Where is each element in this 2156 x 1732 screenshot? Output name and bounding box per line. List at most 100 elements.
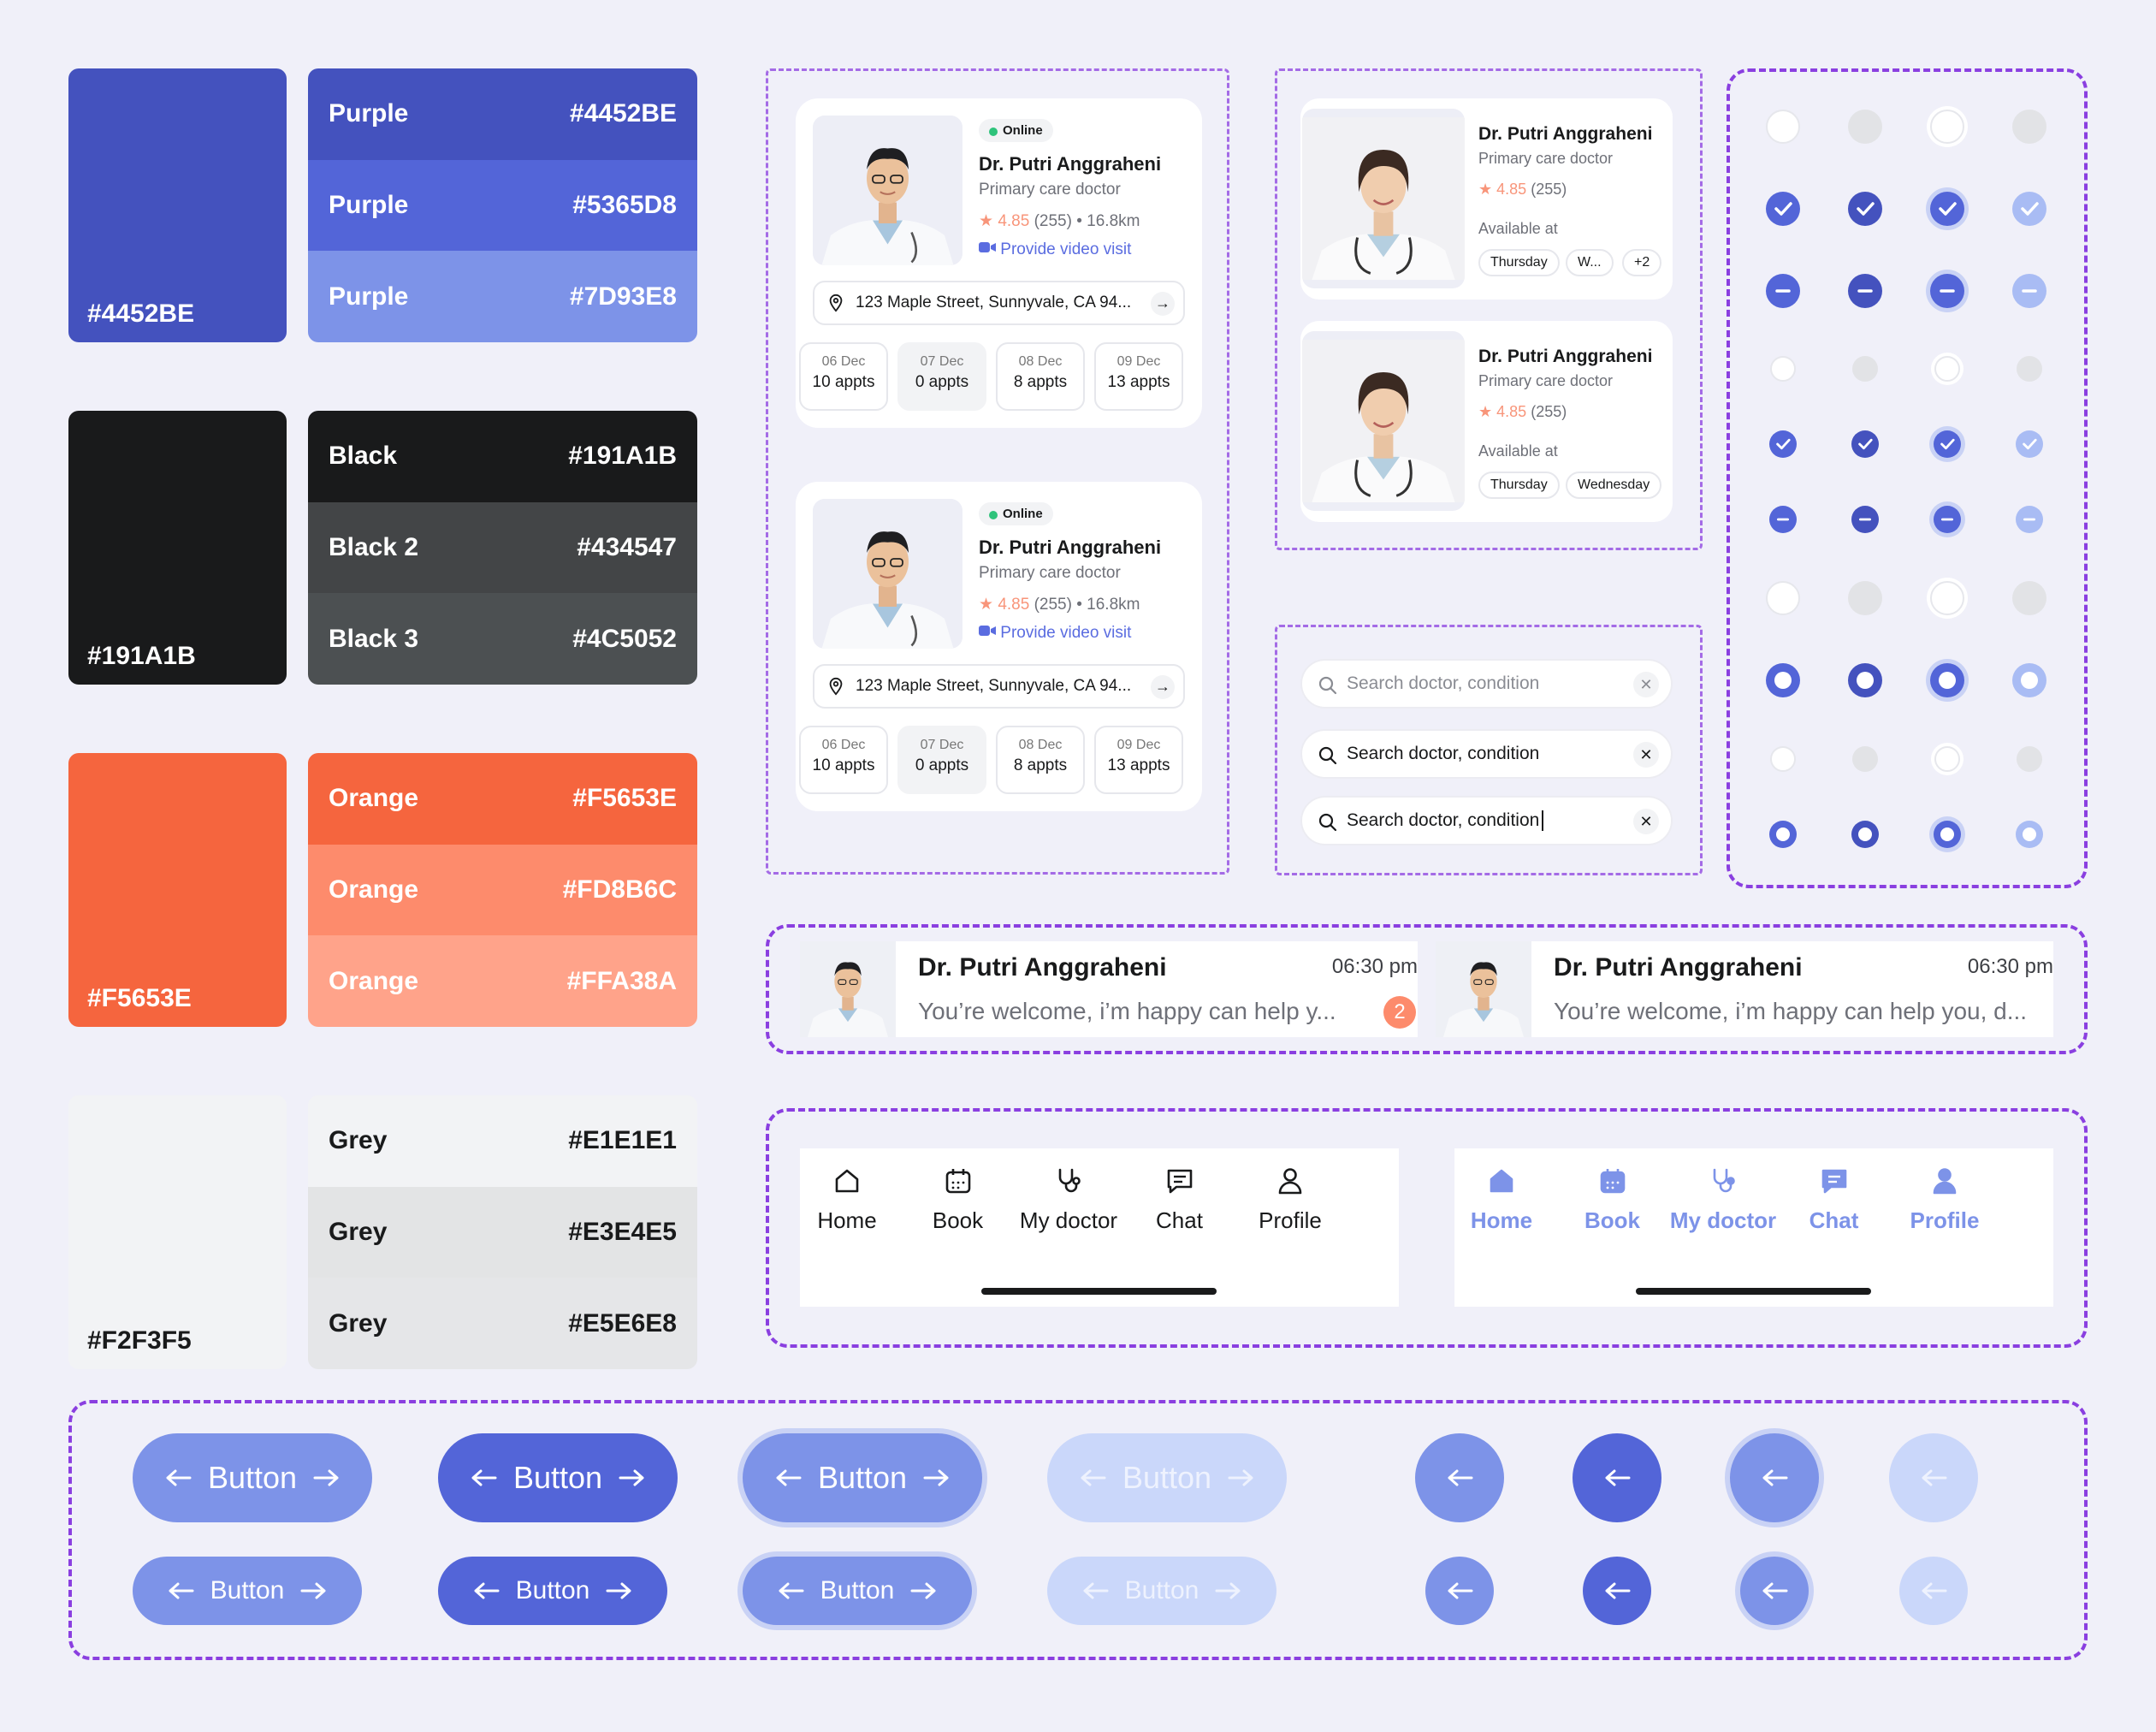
checkbox-checked[interactable] xyxy=(1930,192,1964,226)
chat-item[interactable]: Dr. Putri Anggraheni 06:30 pm You’re wel… xyxy=(1436,941,2053,1037)
clear-icon[interactable]: ✕ xyxy=(1633,809,1659,834)
checkbox-unchecked[interactable] xyxy=(2012,581,2046,615)
button-disabled[interactable]: Button xyxy=(1047,1433,1287,1522)
checkbox-checked[interactable] xyxy=(2012,192,2046,226)
arrow-right-icon[interactable]: → xyxy=(1151,292,1175,316)
date-slot[interactable]: 07 Dec 0 appts xyxy=(897,342,986,411)
checkbox-unchecked[interactable] xyxy=(2017,356,2042,382)
video-visit-link[interactable]: Provide video visit xyxy=(979,624,1131,643)
checkbox-unchecked[interactable] xyxy=(1934,746,1960,772)
checkbox-indeterminate[interactable] xyxy=(1930,274,1964,308)
checkbox-checked[interactable] xyxy=(1848,192,1882,226)
checkbox-unchecked[interactable] xyxy=(1934,356,1960,382)
checkbox-unchecked[interactable] xyxy=(1770,356,1796,382)
icon-button-pressed[interactable] xyxy=(1583,1557,1651,1625)
date-slot[interactable]: 07 Dec 0 appts xyxy=(897,726,986,794)
checkbox-unchecked[interactable] xyxy=(1848,110,1882,144)
checkbox-unchecked[interactable] xyxy=(1766,110,1800,144)
button-pressed[interactable]: Button xyxy=(438,1557,667,1625)
checkbox-unchecked[interactable] xyxy=(2017,746,2042,772)
checkbox-indeterminate[interactable] xyxy=(1769,506,1797,533)
checkbox-unchecked[interactable] xyxy=(1852,356,1878,382)
button-focused[interactable]: Button xyxy=(743,1557,972,1625)
button-pressed[interactable]: Button xyxy=(438,1433,678,1522)
day-chip[interactable]: Thursday xyxy=(1478,249,1560,276)
icon-button-default[interactable] xyxy=(1425,1557,1494,1625)
nav-item-my-doctor[interactable]: My doctor xyxy=(1667,1166,1779,1234)
checkbox-checked[interactable] xyxy=(1769,430,1797,458)
date-slot[interactable]: 09 Dec 13 appts xyxy=(1094,342,1183,411)
doctor-photo xyxy=(1302,331,1465,511)
checkbox-indeterminate[interactable] xyxy=(1934,506,1961,533)
radio-selected[interactable] xyxy=(1930,663,1964,697)
radio-selected[interactable] xyxy=(1934,821,1961,848)
checkbox-unchecked[interactable] xyxy=(1766,581,1800,615)
stethoscope-icon xyxy=(1058,1168,1081,1193)
clear-icon[interactable]: ✕ xyxy=(1633,742,1659,768)
address-field[interactable]: 123 Maple Street, Sunnyvale, CA 94... → xyxy=(813,664,1185,709)
nav-item-home[interactable]: Home xyxy=(791,1166,903,1234)
date-slot[interactable]: 09 Dec 13 appts xyxy=(1094,726,1183,794)
radio-selected[interactable] xyxy=(1848,663,1882,697)
date-slot[interactable]: 06 Dec 10 appts xyxy=(799,342,888,411)
radio-selected[interactable] xyxy=(2012,663,2046,697)
date-slot[interactable]: 08 Dec 8 appts xyxy=(996,726,1085,794)
address-field[interactable]: 123 Maple Street, Sunnyvale, CA 94... → xyxy=(813,281,1185,325)
icon-button-focused[interactable] xyxy=(1730,1433,1819,1522)
date-slot[interactable]: 08 Dec 8 appts xyxy=(996,342,1085,411)
checkbox-checked[interactable] xyxy=(1934,430,1961,458)
search-input[interactable]: Search doctor, condition ✕ xyxy=(1300,659,1673,709)
button-default[interactable]: Button xyxy=(133,1433,372,1522)
search-input-typing[interactable]: Search doctor, condition ✕ xyxy=(1300,796,1673,845)
icon-button-focused[interactable] xyxy=(1740,1557,1809,1625)
day-chip[interactable]: +2 xyxy=(1622,249,1662,276)
nav-item-profile[interactable]: Profile xyxy=(1889,1166,2000,1234)
search-input-focused[interactable]: Search doctor, condition ✕ xyxy=(1300,729,1673,779)
checkbox-unchecked[interactable] xyxy=(1848,581,1882,615)
icon-button-default[interactable] xyxy=(1415,1433,1504,1522)
radio-selected[interactable] xyxy=(1766,663,1800,697)
checkbox-indeterminate[interactable] xyxy=(1848,274,1882,308)
nav-item-book[interactable]: Book xyxy=(1557,1166,1668,1234)
button-default[interactable]: Button xyxy=(133,1557,362,1625)
checkbox-unchecked[interactable] xyxy=(1770,746,1796,772)
radio-selected[interactable] xyxy=(1769,821,1797,848)
checkbox-checked[interactable] xyxy=(1851,430,1879,458)
day-chip[interactable]: Thursday xyxy=(1478,472,1560,499)
checkbox-checked[interactable] xyxy=(1766,192,1800,226)
date-slot[interactable]: 06 Dec 10 appts xyxy=(799,726,888,794)
nav-item-my-doctor[interactable]: My doctor xyxy=(1013,1166,1124,1234)
chat-item[interactable]: Dr. Putri Anggraheni 06:30 pm You’re wel… xyxy=(800,941,1418,1037)
day-chip[interactable]: W... xyxy=(1566,249,1614,276)
checkbox-unchecked[interactable] xyxy=(1852,746,1878,772)
checkbox-checked[interactable] xyxy=(2016,430,2043,458)
video-visit-link[interactable]: Provide video visit xyxy=(979,240,1131,259)
nav-item-book[interactable]: Book xyxy=(903,1166,1014,1234)
checkbox-indeterminate[interactable] xyxy=(2016,506,2043,533)
nav-item-chat[interactable]: Chat xyxy=(1124,1166,1235,1234)
icon-button-disabled[interactable] xyxy=(1899,1557,1968,1625)
checkbox-indeterminate[interactable] xyxy=(1766,274,1800,308)
nav-item-profile[interactable]: Profile xyxy=(1235,1166,1346,1234)
available-label: Available at xyxy=(1478,442,1558,460)
doctor-small-card[interactable]: Dr. Putri Anggraheni Primary care doctor ★… xyxy=(1300,98,1673,300)
nav-item-chat[interactable]: Chat xyxy=(1779,1166,1890,1234)
checkbox-indeterminate[interactable] xyxy=(1851,506,1879,533)
checkbox-unchecked[interactable] xyxy=(1930,110,1964,144)
button-disabled[interactable]: Button xyxy=(1047,1557,1276,1625)
day-chip[interactable]: Wednesday xyxy=(1566,472,1662,499)
icon-button-disabled[interactable] xyxy=(1889,1433,1978,1522)
checkbox-indeterminate[interactable] xyxy=(2012,274,2046,308)
doctor-card[interactable]: Online Dr. Putri Anggraheni Primary care d… xyxy=(796,98,1202,428)
radio-selected[interactable] xyxy=(2016,821,2043,848)
doctor-card[interactable]: Online Dr. Putri Anggraheni Primary care d… xyxy=(796,482,1202,811)
nav-item-home[interactable]: Home xyxy=(1446,1166,1557,1234)
doctor-small-card[interactable]: Dr. Putri Anggraheni Primary care doctor ★… xyxy=(1300,321,1673,522)
icon-button-pressed[interactable] xyxy=(1573,1433,1661,1522)
arrow-right-icon[interactable]: → xyxy=(1151,675,1175,699)
button-focused[interactable]: Button xyxy=(743,1433,982,1522)
checkbox-unchecked[interactable] xyxy=(2012,110,2046,144)
clear-icon[interactable]: ✕ xyxy=(1633,672,1659,697)
radio-selected[interactable] xyxy=(1851,821,1879,848)
checkbox-unchecked[interactable] xyxy=(1930,581,1964,615)
